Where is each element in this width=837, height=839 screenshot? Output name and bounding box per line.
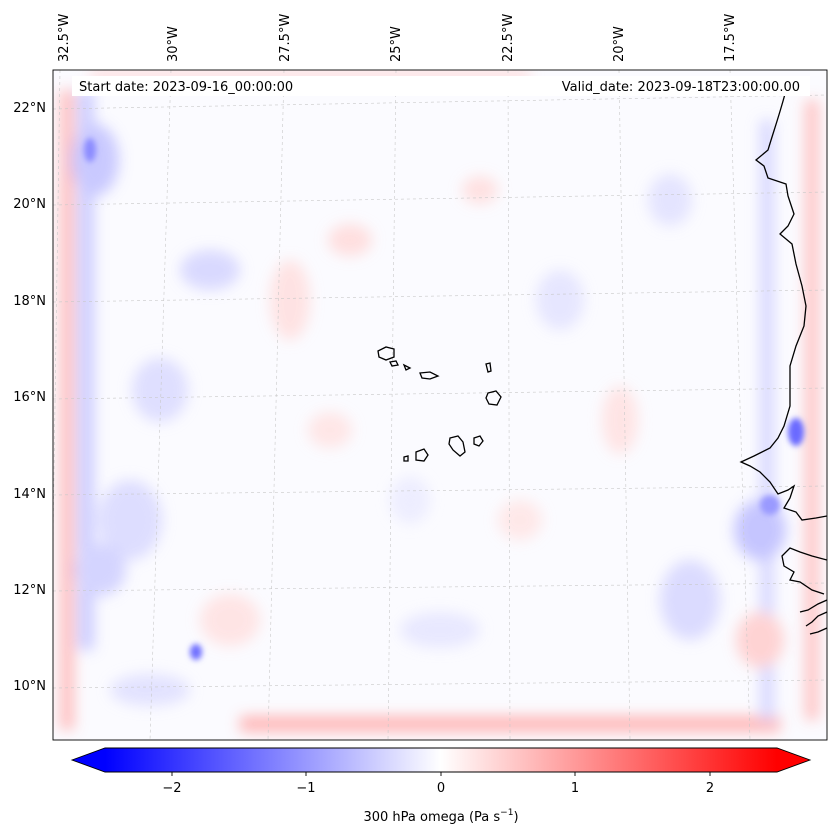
africa-coastline bbox=[739, 89, 827, 521]
colorbar-gradient bbox=[105, 748, 777, 772]
colorbar-label-superscript: −1 bbox=[500, 808, 513, 818]
valid-date-label: Valid_date: 2023-09-18T23:00:00.00 bbox=[562, 80, 800, 95]
colorbar-tick-neg2: −2 bbox=[162, 781, 181, 796]
colorbar-label-main: 300 hPa omega (Pa s bbox=[363, 810, 500, 825]
lon-label-32-5w: 32.5°W bbox=[57, 14, 72, 62]
colorbar-tick-2: 2 bbox=[706, 781, 714, 796]
gridlines bbox=[53, 70, 827, 740]
colorbar-tick-marks bbox=[171, 772, 711, 776]
lat-label-20n: 20°N bbox=[13, 197, 46, 212]
map-panel: Start date: 2023-09-16_00:00:00 Valid_da… bbox=[52, 69, 828, 741]
colorbar-outline bbox=[70, 747, 812, 773]
lat-label-14n: 14°N bbox=[13, 487, 46, 502]
omega-field bbox=[60, 70, 819, 732]
cape-verde-islands bbox=[377, 346, 502, 462]
colorbar-tick-1: 1 bbox=[571, 781, 579, 796]
colorbar-label-close: ) bbox=[513, 810, 518, 825]
lat-label-22n: 22°N bbox=[13, 101, 46, 116]
senegal-gambia-coastline bbox=[781, 547, 827, 635]
lon-label-27-5w: 27.5°W bbox=[278, 14, 293, 62]
colorbar-tick-0: 0 bbox=[437, 781, 445, 796]
colorbar-extend-max bbox=[777, 748, 810, 772]
header-background bbox=[72, 76, 810, 96]
latitude-labels: 22°N 20°N 18°N 16°N 14°N 12°N 10°N bbox=[13, 101, 46, 694]
map-frame bbox=[52, 69, 828, 741]
lon-label-25w: 25°W bbox=[389, 26, 404, 62]
lon-label-30w: 30°W bbox=[166, 26, 181, 62]
coastlines bbox=[377, 89, 827, 635]
lat-label-12n: 12°N bbox=[13, 583, 46, 598]
colorbar-tick-neg1: −1 bbox=[296, 781, 315, 796]
colorbar-extend-min bbox=[72, 748, 105, 772]
lat-label-18n: 18°N bbox=[13, 294, 46, 309]
colorbar-label: 300 hPa omega (Pa s−1) bbox=[363, 808, 518, 825]
lat-label-10n: 10°N bbox=[13, 679, 46, 694]
start-date-label: Start date: 2023-09-16_00:00:00 bbox=[79, 80, 293, 95]
lon-label-20w: 20°W bbox=[612, 26, 627, 62]
lat-label-16n: 16°N bbox=[13, 390, 46, 405]
lon-label-22-5w: 22.5°W bbox=[501, 14, 516, 62]
lon-label-17-5w: 17.5°W bbox=[723, 14, 738, 62]
colorbar: −2 −1 0 1 2 300 hPa omega (Pa s−1) bbox=[70, 747, 812, 825]
longitude-labels: 32.5°W 30°W 27.5°W 25°W 22.5°W 20°W 17.5… bbox=[57, 14, 738, 62]
